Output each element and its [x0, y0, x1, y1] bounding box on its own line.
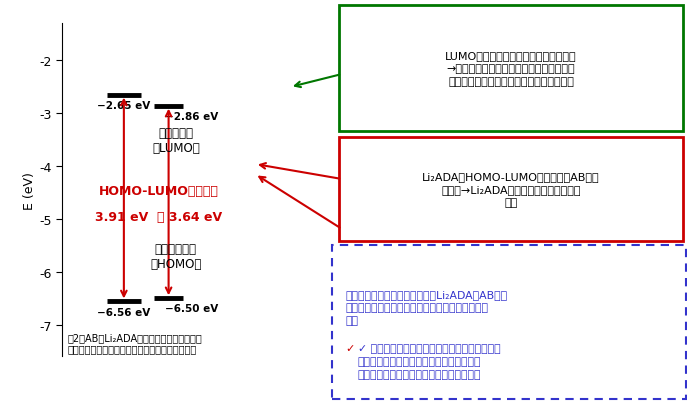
Text: Li₂ADAのHOMO-LUMOギャップはABより
小さい→Li₂ADAのより高い電気伝導性を
示喔: Li₂ADAのHOMO-LUMOギャップはABより 小さい→Li₂ADAのより高…: [423, 171, 600, 208]
Text: −2.86 eV: −2.86 eV: [165, 112, 218, 122]
Text: 最高被占軍道
（HOMO）: 最高被占軍道 （HOMO）: [150, 243, 201, 271]
Text: LUMOの密度分布がアゾ基において高い
→還元時にアゾ基の電子密度が増加する。
アゾ基が還元の活性部位であることを示喔: LUMOの密度分布がアゾ基において高い →還元時にアゾ基の電子密度が増加する。 …: [445, 51, 577, 87]
Text: ✓ 量子化学計算により還元電位、分子軍道を求
め、有機分子の電池活物質としての特性を
評価・比較し、理解することができます。: ✓ 量子化学計算により還元電位、分子軍道を求 め、有機分子の電池活物質としての特…: [358, 343, 500, 379]
Text: −6.50 eV: −6.50 eV: [165, 304, 218, 313]
Text: 図2　ABとLi₂ADAのフロンティア分子軍道
大きさが電子密度分布に、色が軍道の符号に対応: 図2 ABとLi₂ADAのフロンティア分子軍道 大きさが電子密度分布に、色が軍道…: [67, 332, 203, 354]
Text: 最低空軍道
（LUMO）: 最低空軍道 （LUMO）: [152, 127, 200, 154]
Text: ✓: ✓: [346, 343, 354, 353]
Text: −2.65 eV: −2.65 eV: [98, 101, 150, 111]
Y-axis label: E (eV): E (eV): [23, 171, 36, 209]
Text: 起電力、充放電効率において　Li₂ADAはABより
も電池活物質として優れていることが期待されま
す。: 起電力、充放電効率において Li₂ADAはABより も電池活物質として優れている…: [346, 289, 508, 326]
Text: HOMO-LUMOギャップ: HOMO-LUMOギャップ: [98, 184, 218, 197]
Text: 3.91 eV  ＞ 3.64 eV: 3.91 eV ＞ 3.64 eV: [95, 211, 222, 224]
Text: −6.56 eV: −6.56 eV: [98, 307, 150, 317]
